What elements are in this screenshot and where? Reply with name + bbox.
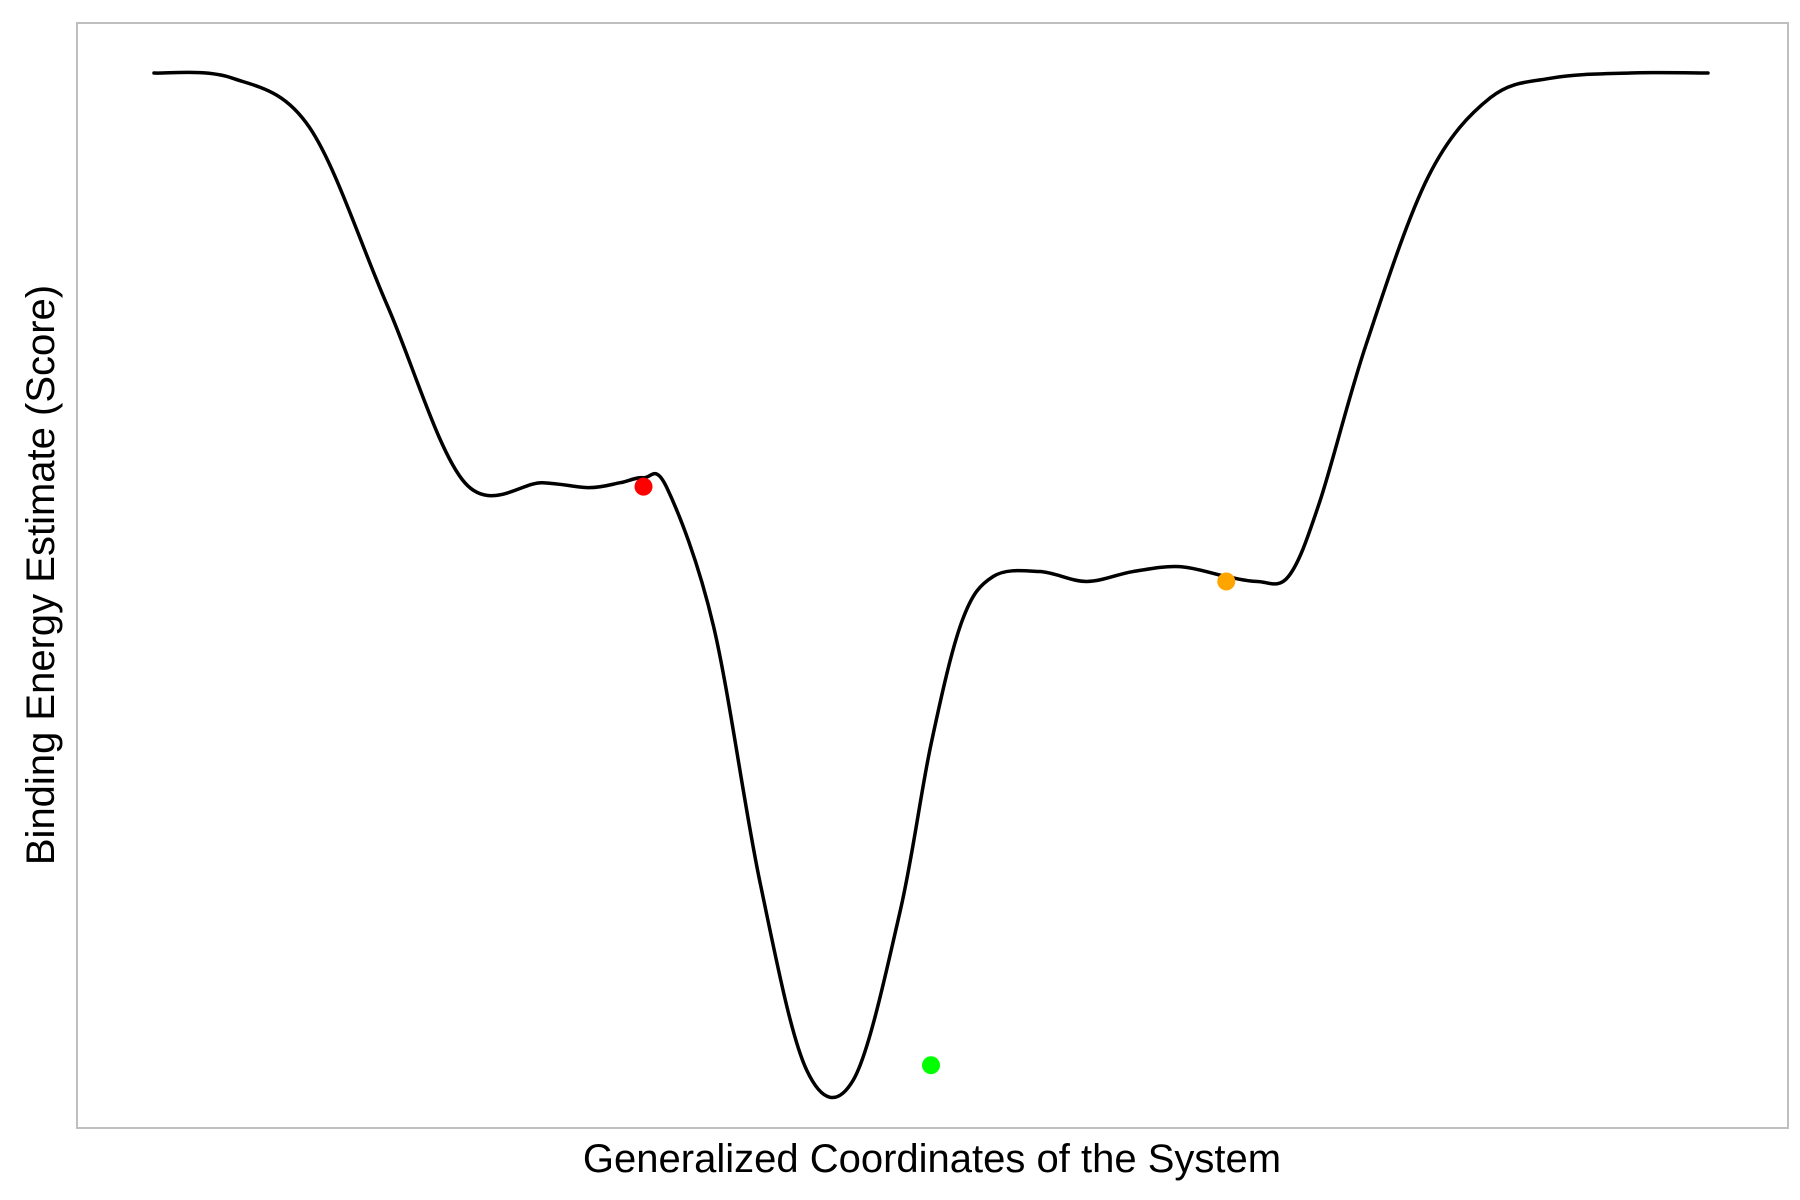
x-axis-title: Generalized Coordinates of the System [583, 1137, 1281, 1181]
highlight-point-1 [634, 477, 653, 496]
plot-frame [76, 22, 1789, 1129]
y-axis-title: Binding Energy Estimate (Score) [19, 285, 63, 865]
highlight-point-3 [1217, 572, 1236, 591]
energy-curve-line [152, 70, 1710, 1100]
highlight-point-2 [922, 1056, 940, 1075]
chart-marks [152, 70, 1710, 1100]
